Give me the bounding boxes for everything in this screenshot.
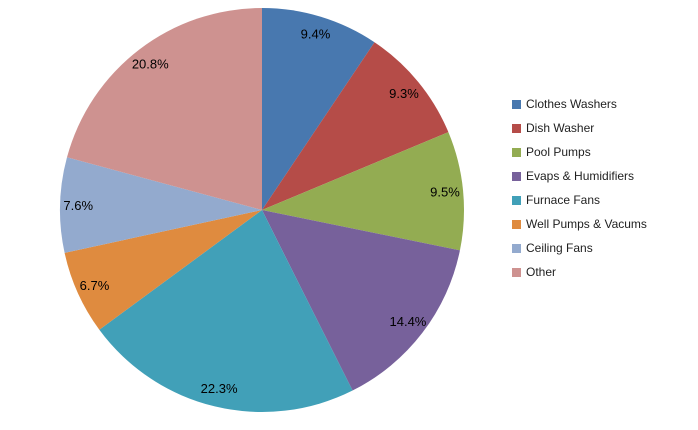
legend-swatch-dish-washer	[512, 123, 521, 133]
legend-item-ceiling-fans: Ceiling Fans	[512, 240, 647, 256]
legend-item-dish-washer: Dish Washer	[512, 120, 647, 136]
legend-label-clothes-washers: Clothes Washers	[526, 97, 617, 111]
legend-swatch-pool-pumps	[512, 147, 521, 157]
slice-label-clothes-washers: 9.4%	[301, 27, 331, 42]
legend-label-pool-pumps: Pool Pumps	[526, 145, 591, 159]
legend-label-ceiling-fans: Ceiling Fans	[526, 241, 593, 255]
slice-label-dish-washer: 9.3%	[389, 86, 419, 101]
slice-label-pool-pumps: 9.5%	[430, 185, 460, 200]
legend-swatch-evaps-and-humidifiers	[512, 171, 521, 181]
pie-slice-ceiling-fans	[60, 157, 262, 253]
legend-item-other: Other	[512, 264, 647, 280]
pie-slice-pool-pumps	[262, 132, 464, 251]
legend-item-pool-pumps: Pool Pumps	[512, 144, 647, 160]
chart-legend: Clothes Washers Dish Washer Pool Pumps Evap…	[512, 96, 647, 288]
pie-slice-other	[66, 8, 262, 210]
legend-swatch-furnace-fans	[512, 195, 521, 205]
pie-slice-evaps-and-humidifiers	[262, 210, 460, 391]
legend-label-evaps-and-humidifiers: Evaps & Humidifiers	[526, 169, 635, 183]
slice-label-furnace-fans: 22.3%	[201, 381, 238, 396]
legend-label-furnace-fans: Furnace Fans	[526, 193, 601, 207]
legend-label-dish-washer: Dish Washer	[526, 121, 595, 135]
legend-swatch-well-pumps-and-vacums	[512, 219, 521, 229]
slice-label-evaps-and-humidifiers: 14.4%	[390, 314, 427, 329]
legend-swatch-clothes-washers	[512, 99, 521, 109]
pie-slice-clothes-washers	[262, 8, 375, 210]
legend-label-other: Other	[526, 265, 557, 279]
pie-slice-dish-washer	[262, 42, 449, 210]
legend-swatch-other	[512, 267, 521, 277]
legend-item-evaps-and-humidifiers: Evaps & Humidifiers	[512, 168, 647, 184]
legend-item-clothes-washers: Clothes Washers	[512, 96, 647, 112]
legend-swatch-ceiling-fans	[512, 243, 521, 253]
slice-label-ceiling-fans: 7.6%	[63, 198, 93, 213]
slice-label-well-pumps-and-vacums: 6.7%	[80, 278, 110, 293]
pie-slice-furnace-fans	[99, 210, 353, 412]
pie-slice-well-pumps-and-vacums	[64, 210, 262, 330]
legend-label-well-pumps-and-vacums: Well Pumps & Vacums	[526, 217, 647, 231]
legend-item-well-pumps-and-vacums: Well Pumps & Vacums	[512, 216, 647, 232]
legend-item-furnace-fans: Furnace Fans	[512, 192, 647, 208]
slice-label-other: 20.8%	[132, 57, 169, 72]
